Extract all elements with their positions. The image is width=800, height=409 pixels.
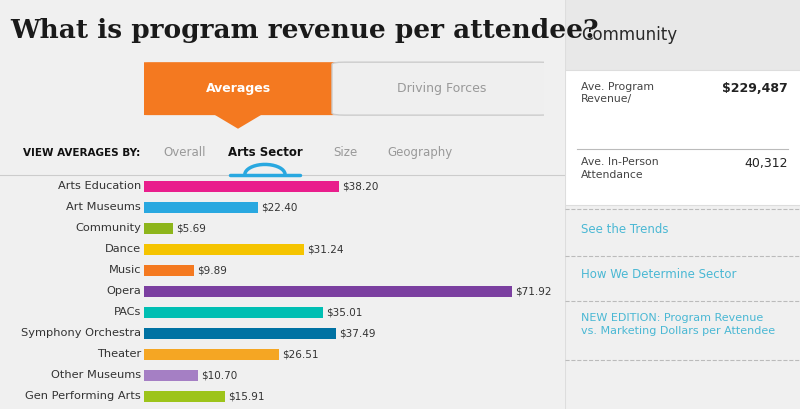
Text: Averages: Averages	[206, 82, 270, 95]
Text: $9.89: $9.89	[198, 265, 227, 275]
Text: Ave. In-Person
Attendance: Ave. In-Person Attendance	[582, 157, 659, 180]
Text: Driving Forces: Driving Forces	[398, 82, 486, 95]
Bar	[143, 244, 304, 255]
Text: Symphony Orchestra: Symphony Orchestra	[21, 328, 141, 338]
Bar	[143, 181, 339, 192]
Bar	[143, 286, 512, 297]
Bar	[143, 370, 198, 381]
Text: $5.69: $5.69	[176, 223, 206, 234]
Bar	[143, 223, 173, 234]
Text: $38.20: $38.20	[342, 182, 379, 191]
Text: VIEW AVERAGES BY:: VIEW AVERAGES BY:	[23, 148, 140, 157]
Text: NEW EDITION: Program Revenue
vs. Marketing Dollars per Attendee: NEW EDITION: Program Revenue vs. Marketi…	[582, 313, 775, 336]
Text: PACs: PACs	[114, 308, 141, 317]
Text: Arts Sector: Arts Sector	[227, 146, 302, 159]
FancyBboxPatch shape	[332, 62, 552, 115]
Bar	[143, 202, 258, 213]
Text: Ave. Program
Revenue/: Ave. Program Revenue/	[582, 82, 654, 104]
Text: Art Museums: Art Museums	[66, 202, 141, 212]
Text: Size: Size	[334, 146, 358, 159]
Text: Dance: Dance	[105, 245, 141, 254]
Text: $22.40: $22.40	[262, 202, 298, 212]
Text: $71.92: $71.92	[515, 286, 552, 297]
FancyBboxPatch shape	[136, 62, 344, 115]
Text: Music: Music	[109, 265, 141, 275]
Text: $37.49: $37.49	[339, 328, 375, 338]
Bar	[143, 307, 323, 318]
Text: 40,312: 40,312	[745, 157, 788, 171]
Text: Opera: Opera	[106, 286, 141, 297]
Text: How We Determine Sector: How We Determine Sector	[582, 268, 737, 281]
Text: See the Trends: See the Trends	[582, 223, 669, 236]
Text: $31.24: $31.24	[307, 245, 343, 254]
Polygon shape	[208, 111, 268, 129]
FancyBboxPatch shape	[565, 70, 800, 204]
Text: $26.51: $26.51	[282, 349, 319, 360]
Text: Other Museums: Other Museums	[51, 371, 141, 380]
Text: $35.01: $35.01	[326, 308, 362, 317]
FancyBboxPatch shape	[565, 0, 800, 70]
Text: Community: Community	[75, 223, 141, 234]
Text: What is program revenue per attendee?: What is program revenue per attendee?	[10, 18, 599, 43]
Bar	[143, 349, 279, 360]
Text: $15.91: $15.91	[228, 391, 265, 401]
Text: $229,487: $229,487	[722, 82, 788, 95]
Text: Overall: Overall	[163, 146, 206, 159]
Text: Gen Performing Arts: Gen Performing Arts	[26, 391, 141, 401]
Text: $10.70: $10.70	[202, 371, 238, 380]
Text: Arts Education: Arts Education	[58, 182, 141, 191]
Bar	[143, 265, 194, 276]
Text: Geography: Geography	[388, 146, 453, 159]
Text: Community: Community	[582, 26, 678, 44]
Bar	[143, 328, 336, 339]
Bar	[143, 391, 225, 402]
Text: Theater: Theater	[97, 349, 141, 360]
